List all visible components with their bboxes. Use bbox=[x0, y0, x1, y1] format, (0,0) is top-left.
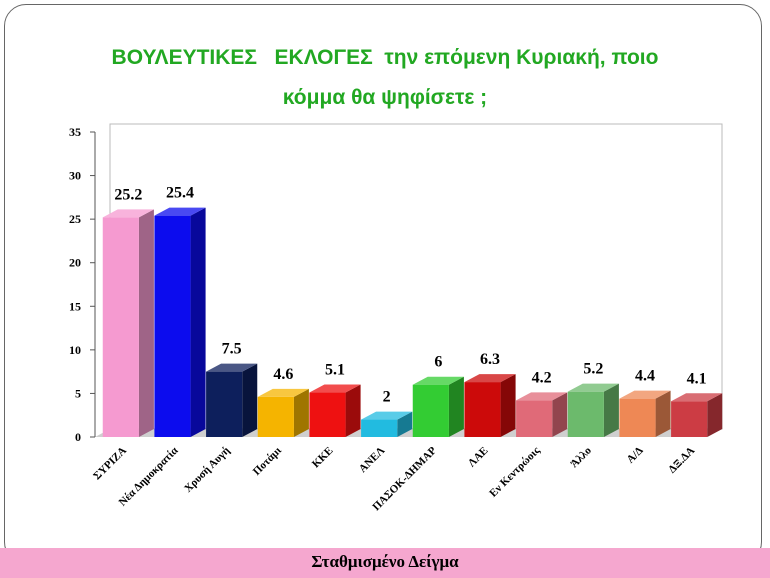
x-tick-label: Άλλο bbox=[568, 444, 594, 470]
bar-top bbox=[464, 374, 516, 383]
bar-side bbox=[655, 390, 671, 437]
bar bbox=[361, 419, 398, 437]
bar-side bbox=[190, 207, 206, 437]
bar-side bbox=[345, 384, 361, 437]
y-tick-label: 10 bbox=[69, 343, 81, 357]
bar-top bbox=[412, 376, 464, 385]
value-label: 4.2 bbox=[532, 369, 552, 386]
x-tick-label: ΑΝΕΛ bbox=[357, 445, 388, 476]
bar bbox=[257, 396, 294, 437]
value-label: 4.4 bbox=[635, 368, 655, 385]
bar-top bbox=[671, 393, 723, 402]
value-label: 2 bbox=[383, 389, 391, 406]
x-tick-label: Χρυσή Αυγή bbox=[182, 445, 232, 495]
x-tick-label: ΚΚΕ bbox=[310, 445, 336, 471]
bar-top bbox=[154, 207, 206, 216]
y-tick-label: 20 bbox=[69, 256, 81, 270]
bar-top bbox=[619, 390, 671, 399]
bar-side bbox=[242, 363, 258, 437]
bar-side bbox=[448, 376, 464, 437]
y-tick-label: 15 bbox=[69, 299, 81, 313]
bar-top bbox=[309, 384, 361, 393]
bar-top bbox=[206, 363, 258, 372]
value-label: 4.1 bbox=[687, 370, 707, 387]
footer: Σταθμισμένο Δείγμα bbox=[0, 548, 770, 578]
x-tick-label: Εν Κεντρώοις bbox=[487, 444, 542, 499]
value-label: 25.4 bbox=[166, 185, 194, 202]
y-tick-label: 35 bbox=[69, 125, 81, 139]
bar-top bbox=[567, 383, 619, 392]
y-tick-label: 30 bbox=[69, 169, 81, 183]
y-tick-label: 25 bbox=[69, 212, 81, 226]
bar-side bbox=[552, 392, 568, 437]
bar bbox=[464, 382, 501, 437]
value-label: 25.2 bbox=[114, 186, 142, 203]
bar-side bbox=[397, 411, 413, 437]
bar bbox=[206, 371, 243, 437]
bar-top bbox=[257, 388, 309, 397]
bar-side bbox=[138, 209, 154, 437]
bar bbox=[154, 215, 191, 437]
value-label: 6 bbox=[434, 354, 442, 371]
value-label: 5.1 bbox=[325, 362, 345, 379]
bar bbox=[412, 384, 449, 437]
x-tick-label: ΔΞ.ΔΑ bbox=[666, 445, 697, 476]
bar bbox=[102, 217, 139, 437]
value-label: 5.2 bbox=[583, 361, 603, 378]
x-tick-label: ΛΑΕ bbox=[466, 445, 491, 470]
chart-title: ΒΟΥΛΕΥΤΙΚΕΣ ΕΚΛΟΓΕΣ την επόμενη Κυριακή,… bbox=[111, 46, 665, 109]
y-tick-label: 0 bbox=[75, 430, 81, 444]
value-label: 7.5 bbox=[222, 341, 242, 358]
bar-top bbox=[516, 392, 568, 401]
value-label: 4.6 bbox=[273, 366, 293, 383]
bar-side bbox=[293, 388, 309, 437]
bar bbox=[516, 400, 553, 437]
bar bbox=[309, 392, 346, 437]
bar-side bbox=[500, 374, 516, 437]
bar bbox=[567, 391, 604, 437]
x-tick-label: ΣΥΡΙΖΑ bbox=[91, 445, 129, 483]
x-tick-label: Ποτάμι bbox=[251, 444, 285, 478]
y-tick-label: 5 bbox=[75, 386, 81, 400]
x-tick-label: Α/Δ bbox=[624, 445, 645, 466]
value-label: 6.3 bbox=[480, 351, 500, 368]
bar-top bbox=[361, 411, 413, 420]
bar-side bbox=[603, 383, 619, 437]
bar bbox=[671, 401, 708, 437]
bar-top bbox=[102, 209, 154, 218]
bar bbox=[619, 398, 656, 437]
bar-side bbox=[707, 393, 723, 437]
